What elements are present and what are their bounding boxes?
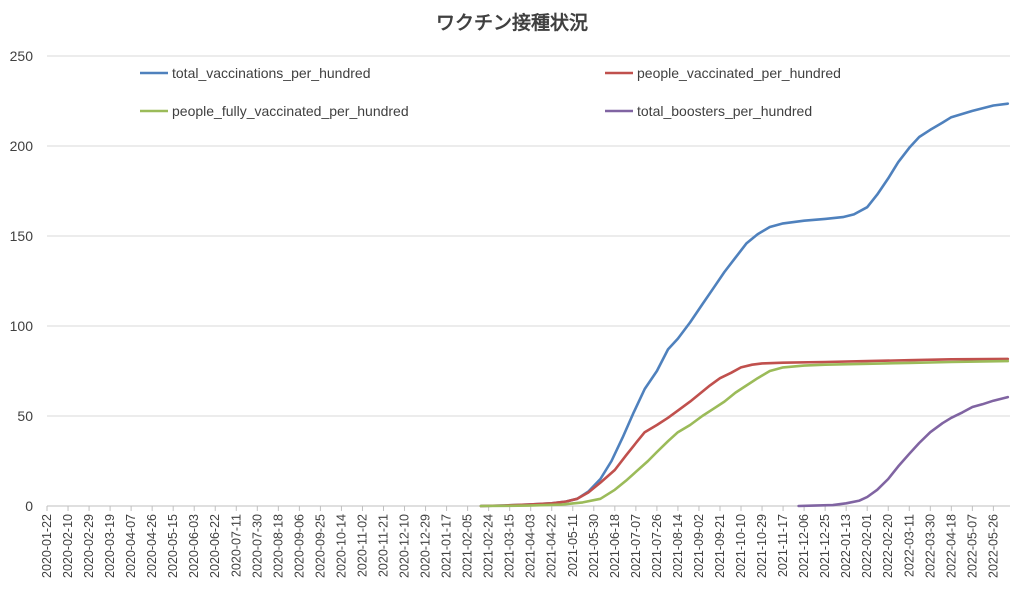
legend: total_vaccinations_per_hundred people_vac… xyxy=(140,65,841,119)
x-tick-label: 2021-10-10 xyxy=(734,514,748,578)
x-tick-label: 2021-10-29 xyxy=(755,514,769,578)
y-axis-ticks: 0 50 100 150 200 250 xyxy=(10,48,34,514)
x-tick-label: 2021-12-25 xyxy=(818,514,832,578)
x-tick-label: 2021-02-24 xyxy=(482,514,496,578)
x-tick-label: 2021-09-02 xyxy=(692,514,706,578)
legend-label: total_vaccinations_per_hundred xyxy=(172,65,370,81)
y-tick-label: 0 xyxy=(25,498,33,514)
x-tick-label: 2020-01-22 xyxy=(40,514,54,578)
y-tick-label: 250 xyxy=(10,48,34,64)
x-tick-label: 2022-03-11 xyxy=(902,514,916,577)
x-tick-label: 2021-11-17 xyxy=(776,514,790,577)
series-lines xyxy=(479,102,1010,508)
y-tick-label: 100 xyxy=(10,318,34,334)
chart-title: ワクチン接種状況 xyxy=(436,11,588,34)
x-tick-label: 2021-09-21 xyxy=(713,514,727,578)
x-tick-label: 2021-12-06 xyxy=(797,514,811,578)
series-line-total-vaccinations-per-hundred xyxy=(479,102,1010,508)
x-tick-label: 2022-04-18 xyxy=(944,514,958,578)
x-tick-label: 2021-07-07 xyxy=(629,514,643,578)
x-tick-label: 2020-02-10 xyxy=(61,514,75,578)
x-tick-label: 2022-03-30 xyxy=(923,514,937,578)
x-tick-label: 2021-05-30 xyxy=(587,514,601,578)
x-tick-label: 2021-08-14 xyxy=(671,514,685,578)
x-tick-label: 2021-06-18 xyxy=(608,514,622,578)
x-tick-label: 2020-07-30 xyxy=(250,514,264,578)
x-tick-label: 2020-07-11 xyxy=(229,514,243,577)
y-tick-label: 150 xyxy=(10,228,34,244)
series-line-people-fully-vaccinated-per-hundred xyxy=(479,359,1010,508)
x-tick-label: 2020-05-15 xyxy=(166,514,180,578)
gridlines xyxy=(47,55,1010,507)
x-tick-label: 2020-02-29 xyxy=(82,514,96,578)
x-tick-label: 2020-06-03 xyxy=(187,514,201,578)
x-tick-label: 2020-11-02 xyxy=(355,514,369,577)
x-tick-label: 2022-05-26 xyxy=(986,514,1000,578)
x-tick-label: 2022-02-01 xyxy=(860,514,874,578)
x-tick-label: 2020-09-06 xyxy=(292,514,306,578)
x-tick-label: 2020-06-22 xyxy=(208,514,222,578)
x-tick-label: 2022-01-13 xyxy=(839,514,853,578)
series-line-people-vaccinated-per-hundred xyxy=(479,357,1010,508)
x-tick-label: 2021-01-17 xyxy=(440,514,454,578)
x-tick-label: 2020-03-19 xyxy=(103,514,117,578)
legend-label: people_vaccinated_per_hundred xyxy=(637,65,841,81)
x-tick-label: 2021-05-11 xyxy=(566,514,580,577)
legend-label: people_fully_vaccinated_per_hundred xyxy=(172,103,409,119)
x-tick-label: 2022-05-07 xyxy=(965,514,979,578)
x-tick-label: 2020-11-21 xyxy=(376,514,390,577)
x-tick-label: 2020-09-25 xyxy=(313,514,327,578)
legend-label: total_boosters_per_hundred xyxy=(637,103,812,119)
y-tick-label: 200 xyxy=(10,138,34,154)
x-tick-label: 2021-04-22 xyxy=(545,514,559,578)
x-tick-label: 2021-04-03 xyxy=(524,514,538,578)
x-tick-label: 2020-12-29 xyxy=(419,514,433,578)
x-tick-label: 2021-02-05 xyxy=(461,514,475,578)
x-tick-label: 2020-04-07 xyxy=(124,514,138,578)
x-tick-label: 2020-12-10 xyxy=(398,514,412,578)
x-tick-label: 2020-08-18 xyxy=(271,514,285,578)
x-tick-label: 2022-02-20 xyxy=(881,514,895,578)
x-tick-label: 2021-07-26 xyxy=(650,514,664,578)
x-tick-label: 2021-03-15 xyxy=(503,514,517,578)
x-tick-label: 2020-04-26 xyxy=(145,514,159,578)
series-line-total-boosters-per-hundred xyxy=(797,395,1010,508)
x-tick-label: 2020-10-14 xyxy=(334,514,348,578)
y-tick-label: 50 xyxy=(17,408,33,424)
x-axis-ticks: 2020-01-22 2020-02-10 2020-02-29 2020-03-19… xyxy=(40,506,1000,578)
